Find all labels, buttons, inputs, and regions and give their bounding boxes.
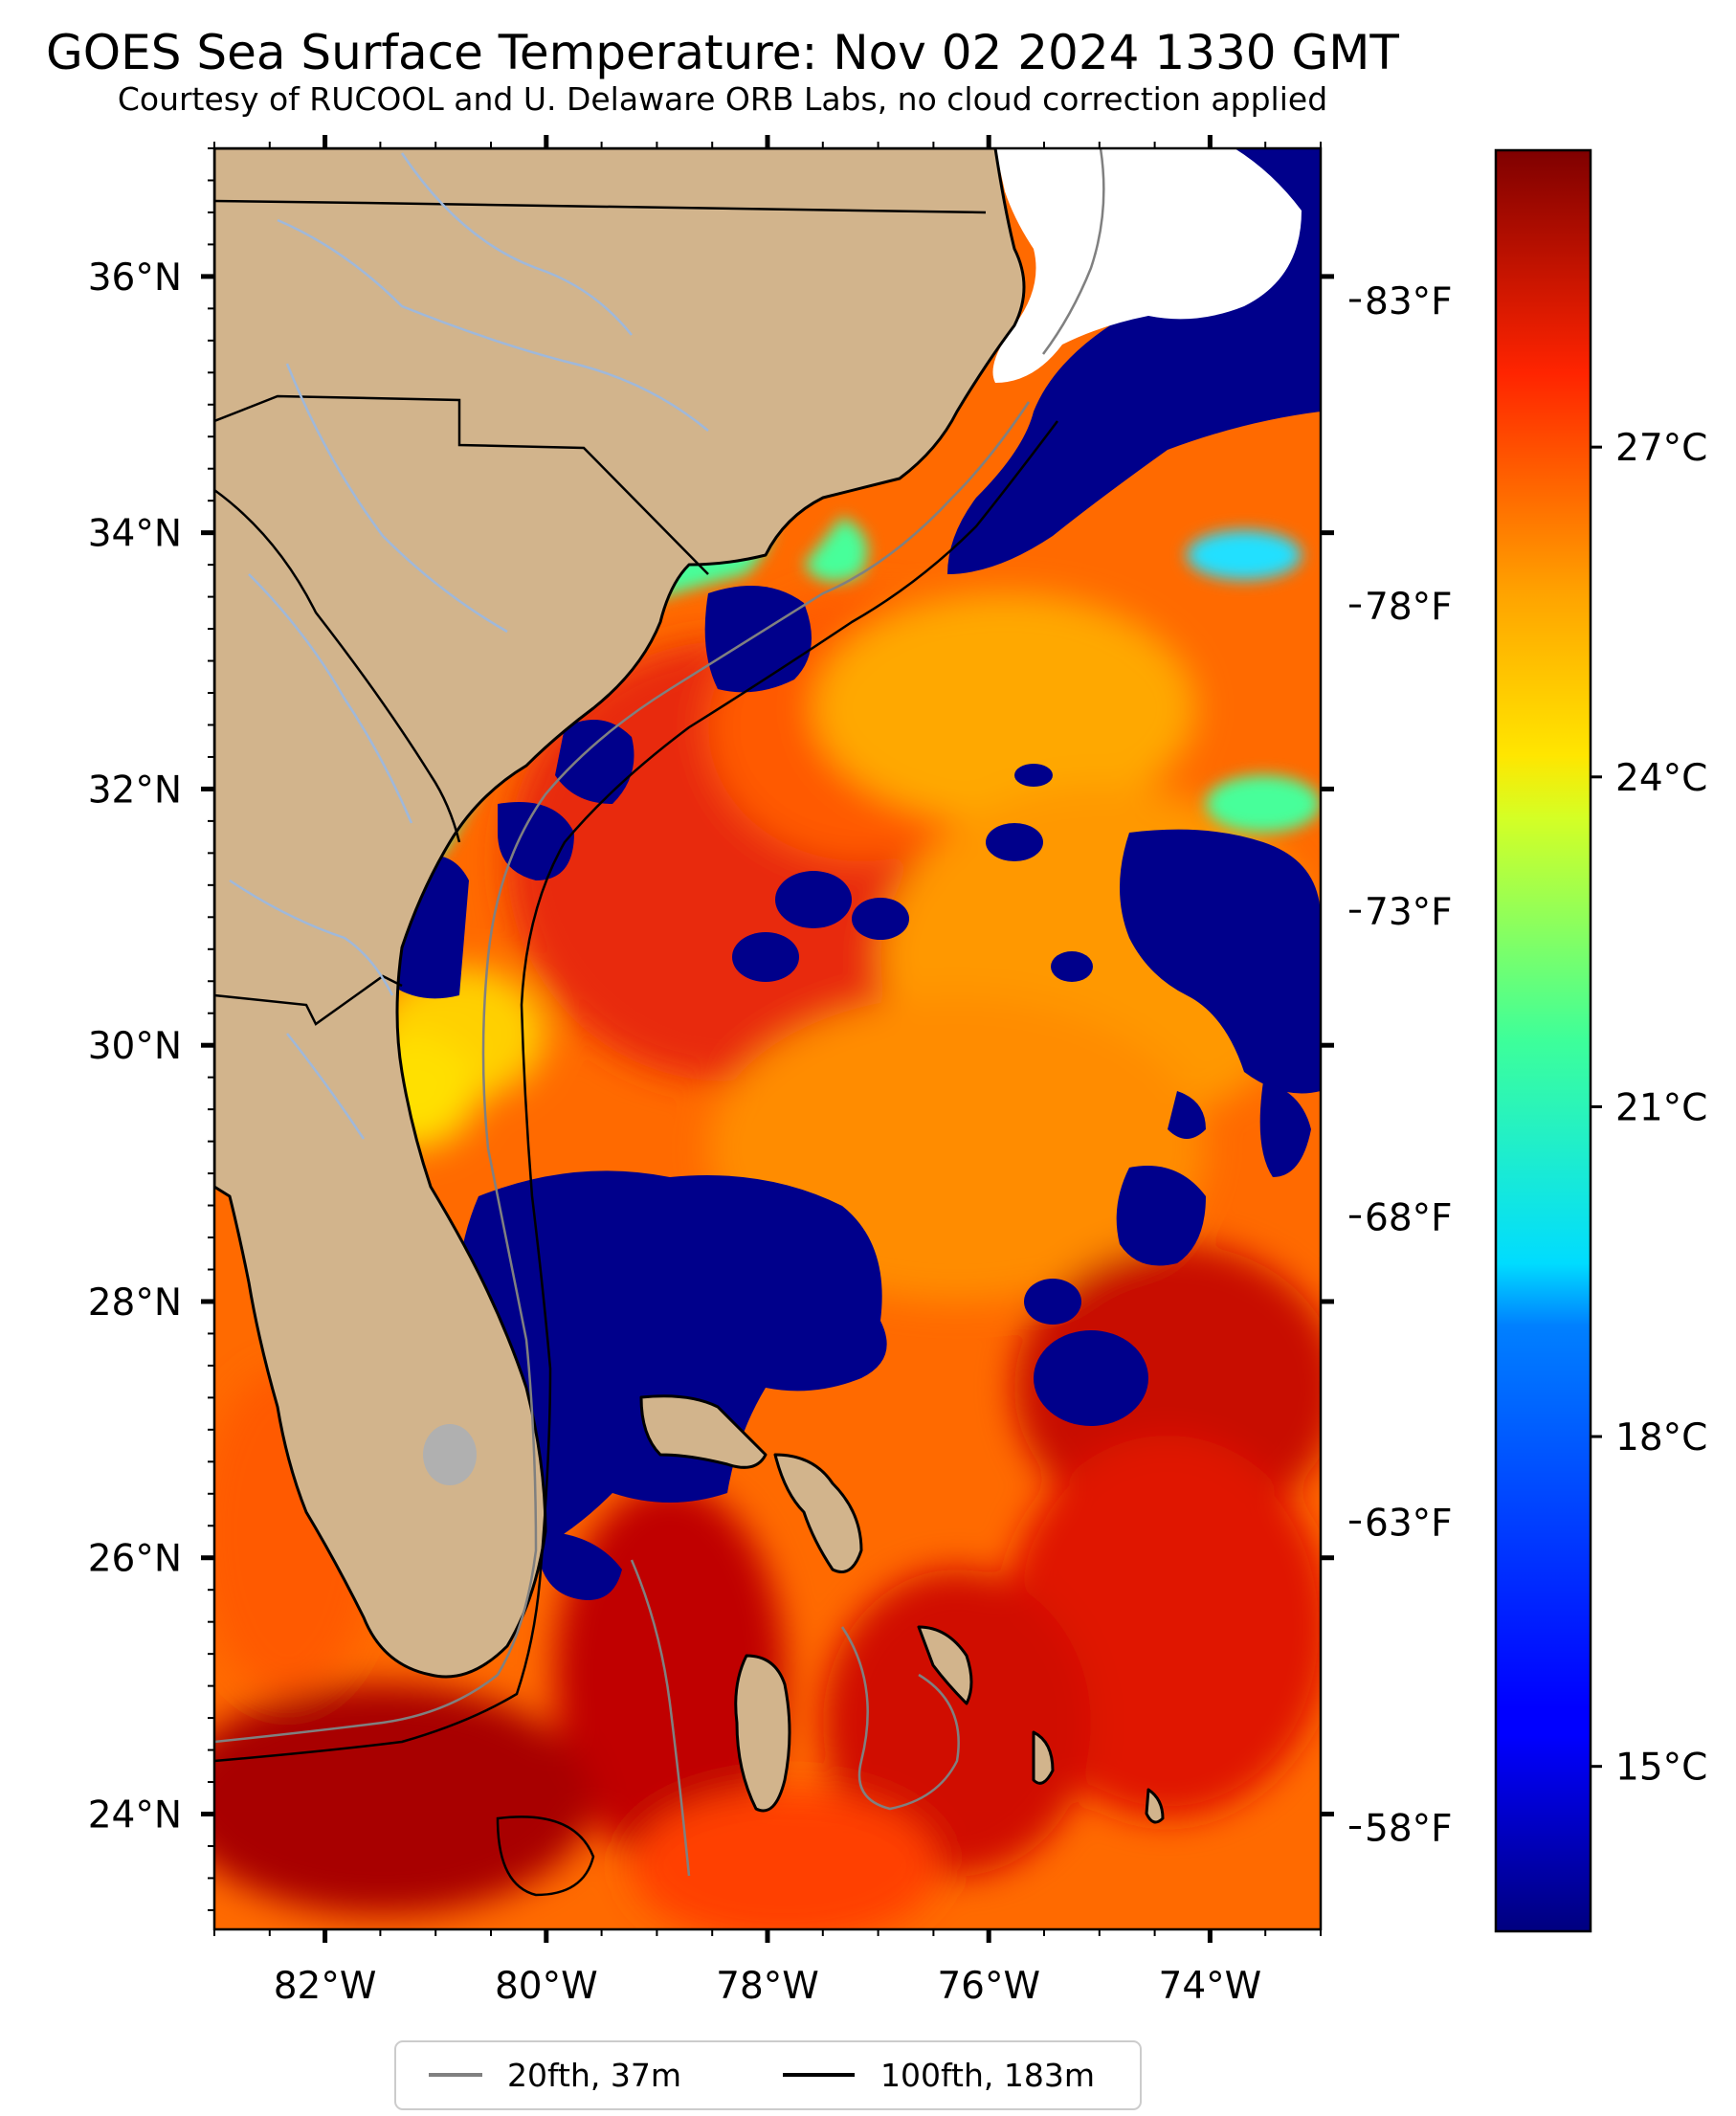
fahrenheit-axis: 58°F 63°F 68°F 73°F 78°F 83°F [1349,280,1453,1851]
sst-map [214,148,1321,1929]
fahrenheit-tick-label: 68°F [1365,1196,1453,1239]
lon-tick-label: 82°W [274,1965,377,2008]
fahrenheit-tick-label: 58°F [1365,1808,1453,1851]
fahrenheit-tick-label: 78°F [1365,586,1453,629]
contour-20fth [214,401,1031,1744]
lon-tick-label: 80°W [495,1965,598,2008]
legend-label-20fth: 20fth, 37m [507,2057,681,2094]
lat-tick-label: 30°N [88,1025,182,1068]
colorbar-frame [1494,148,1592,1933]
lat-tick-label: 24°N [88,1794,182,1838]
map-title: GOES Sea Surface Temperature: Nov 02 202… [46,25,1399,80]
lat-tick-label: 36°N [88,256,182,300]
celsius-tick-label: 21°C [1615,1086,1707,1129]
lat-tick-label: 34°N [88,513,182,556]
celsius-tick-label: 15°C [1615,1747,1707,1790]
lon-tick-label: 76°W [937,1965,1040,2008]
fahrenheit-tick-label: 83°F [1365,280,1453,323]
celsius-tick-label: 27°C [1615,427,1707,470]
legend-label-100fth: 100fth, 183m [880,2057,1095,2094]
lat-tick-label: 26°N [88,1538,182,1581]
map-subtitle: Courtesy of RUCOOL and U. Delaware ORB L… [117,80,1328,118]
lon-tick-label: 78°W [716,1965,819,2008]
contour-100fth [214,420,1058,1763]
lat-tick-label: 28°N [88,1281,182,1325]
latitude-axis: 36°N 34°N 32°N 30°N 28°N 26°N 24°N [88,147,1334,1911]
fahrenheit-tick-label: 63°F [1365,1502,1453,1545]
longitude-axis: 82°W 80°W 78°W 76°W 74°W [213,135,1322,2008]
colorbar [1496,150,1591,1931]
celsius-tick-label: 24°C [1615,757,1707,800]
lat-tick-label: 32°N [88,768,182,812]
fahrenheit-tick-label: 73°F [1365,891,1453,934]
celsius-axis: 15°C 18°C 21°C 24°C 27°C [1591,427,1707,1790]
celsius-tick-label: 18°C [1615,1416,1707,1459]
contour-legend: 20fth, 37m 100fth, 183m [394,2040,1142,2110]
lon-tick-label: 74°W [1159,1965,1262,2008]
